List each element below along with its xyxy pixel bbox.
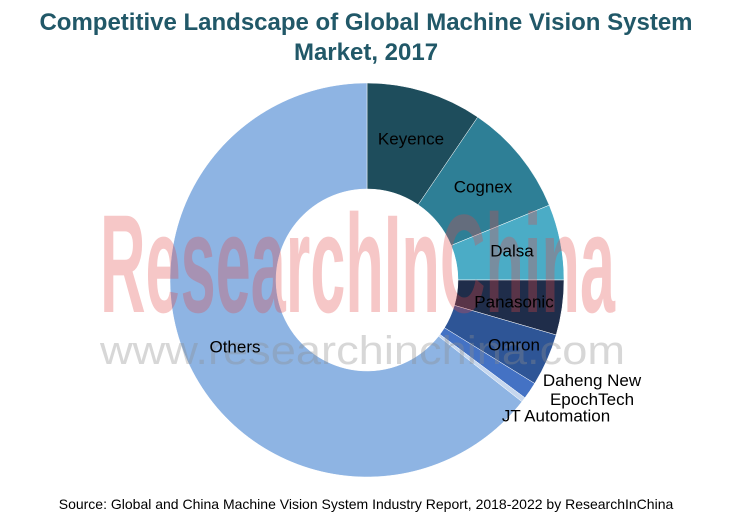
slice-label: Keyence (377, 129, 445, 149)
donut-slice (169, 82, 523, 478)
chart-title: Competitive Landscape of Global Machine … (39, 9, 693, 66)
watermark-url: www.researchinchina.com (99, 329, 625, 373)
title-box: Competitive Landscape of Global Machine … (0, 8, 732, 68)
slice-label: Daheng New EpochTech (542, 371, 642, 409)
slice-label: Panasonic (474, 292, 554, 312)
watermark: ResearchInChina (100, 187, 616, 343)
slice-label: Dalsa (490, 241, 534, 261)
slice-label: Others (209, 337, 261, 357)
source: Source: Global and China Machine Vision … (58, 496, 674, 512)
slice-label: JT Automation (501, 406, 611, 426)
slice-label: Cognex (453, 177, 513, 197)
slice-label: Omron (488, 335, 540, 355)
